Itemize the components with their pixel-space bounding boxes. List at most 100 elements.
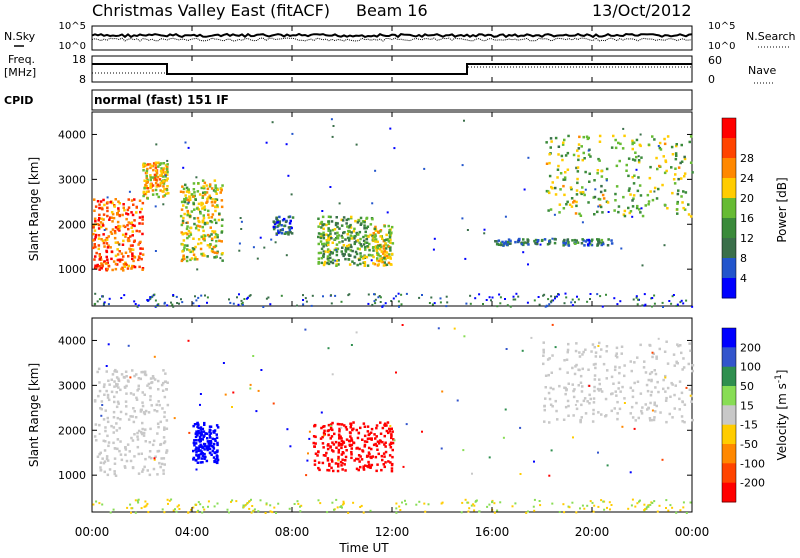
data-point bbox=[380, 468, 383, 472]
data-point bbox=[651, 409, 654, 412]
data-point bbox=[328, 253, 332, 256]
data-point bbox=[104, 409, 107, 412]
data-point bbox=[108, 383, 111, 386]
data-point bbox=[367, 302, 370, 305]
data-point bbox=[651, 135, 654, 138]
data-point bbox=[216, 251, 219, 255]
data-point bbox=[199, 403, 201, 406]
data-point bbox=[98, 206, 101, 210]
data-point bbox=[215, 450, 218, 454]
data-point bbox=[397, 292, 400, 295]
data-point bbox=[572, 201, 575, 204]
data-point bbox=[583, 507, 586, 510]
data-point bbox=[550, 299, 553, 302]
data-point bbox=[162, 185, 165, 188]
data-point bbox=[605, 293, 607, 296]
data-point bbox=[331, 501, 334, 504]
data-point bbox=[599, 388, 602, 391]
data-point bbox=[240, 299, 243, 302]
data-point bbox=[265, 297, 268, 300]
data-point bbox=[165, 388, 168, 391]
data-point bbox=[238, 249, 241, 252]
data-point bbox=[141, 232, 144, 236]
data-point bbox=[114, 231, 117, 235]
data-point bbox=[584, 412, 588, 415]
data-point bbox=[249, 383, 252, 386]
data-point bbox=[127, 239, 130, 243]
data-point bbox=[680, 160, 684, 163]
data-point bbox=[575, 193, 579, 196]
data-point bbox=[107, 398, 111, 402]
data-point bbox=[655, 355, 658, 358]
data-point bbox=[159, 169, 163, 173]
data-point bbox=[260, 369, 263, 371]
data-point bbox=[155, 410, 159, 413]
data-point bbox=[533, 239, 536, 243]
data-point bbox=[633, 174, 636, 177]
data-point bbox=[483, 228, 486, 231]
data-point bbox=[198, 305, 201, 307]
data-point bbox=[220, 188, 223, 192]
data-point bbox=[329, 424, 332, 427]
data-point bbox=[358, 447, 361, 451]
data-point bbox=[280, 232, 284, 235]
data-point bbox=[102, 241, 106, 245]
data-point bbox=[363, 434, 367, 438]
data-point bbox=[156, 432, 159, 435]
data-point bbox=[161, 190, 164, 193]
data-point bbox=[93, 238, 96, 241]
data-point bbox=[473, 504, 476, 507]
nave-tick-top: 60 bbox=[708, 54, 722, 67]
data-point bbox=[581, 191, 585, 194]
data-point bbox=[165, 427, 169, 430]
data-point bbox=[126, 208, 130, 212]
data-point bbox=[316, 454, 319, 457]
data-point bbox=[390, 427, 393, 430]
nsky-series-line bbox=[91, 32, 693, 39]
data-point bbox=[339, 435, 342, 438]
data-point bbox=[172, 294, 175, 296]
data-point bbox=[585, 238, 589, 242]
data-point bbox=[461, 164, 464, 167]
data-point bbox=[135, 229, 138, 233]
data-point bbox=[178, 302, 180, 305]
data-point bbox=[369, 455, 372, 459]
colorbar-frame bbox=[721, 327, 737, 503]
data-point bbox=[112, 426, 116, 429]
data-point bbox=[199, 439, 202, 443]
data-point bbox=[154, 205, 157, 208]
data-point bbox=[210, 453, 213, 456]
data-point bbox=[207, 196, 210, 199]
data-point bbox=[150, 404, 153, 407]
data-point bbox=[129, 244, 133, 247]
data-point bbox=[197, 208, 200, 211]
data-point bbox=[269, 303, 272, 306]
data-point bbox=[629, 471, 632, 474]
data-point bbox=[348, 254, 351, 257]
data-point bbox=[94, 423, 98, 426]
data-point bbox=[103, 203, 106, 207]
data-point bbox=[622, 195, 625, 199]
data-point bbox=[558, 367, 562, 371]
data-point bbox=[319, 437, 323, 440]
data-point bbox=[327, 262, 331, 266]
data-point bbox=[141, 370, 145, 374]
data-point bbox=[381, 426, 385, 430]
data-point bbox=[176, 505, 179, 508]
data-point bbox=[647, 504, 650, 507]
data-point bbox=[334, 223, 338, 227]
data-point bbox=[331, 441, 334, 444]
data-point bbox=[512, 298, 515, 301]
data-point bbox=[181, 221, 185, 225]
data-point bbox=[348, 293, 351, 296]
data-point bbox=[691, 305, 694, 308]
data-point bbox=[149, 186, 152, 190]
data-point bbox=[132, 420, 136, 424]
data-point bbox=[147, 299, 150, 302]
data-point bbox=[594, 366, 597, 370]
data-point bbox=[113, 395, 116, 399]
data-point bbox=[318, 468, 321, 472]
data-point bbox=[623, 134, 626, 138]
data-point bbox=[363, 440, 367, 443]
data-point bbox=[204, 294, 206, 297]
